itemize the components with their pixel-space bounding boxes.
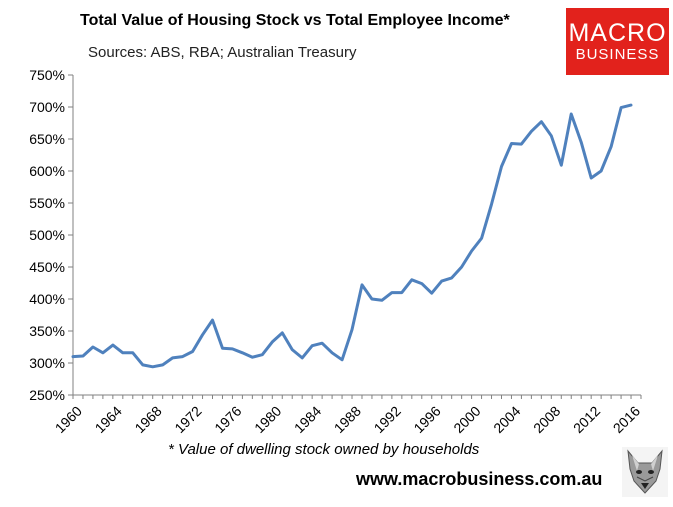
logo-line-2: BUSINESS (575, 46, 660, 63)
x-tick-label: 1992 (371, 403, 404, 436)
x-tick-label: 2000 (450, 403, 483, 436)
y-tick-label: 250% (29, 387, 65, 403)
y-tick-label: 550% (29, 195, 65, 211)
x-tick-label: 1976 (211, 403, 244, 436)
x-tick-label: 1960 (52, 403, 85, 436)
chart-axes (72, 75, 641, 396)
x-tick-label: 1996 (410, 403, 443, 436)
x-tick-label: 2008 (530, 403, 563, 436)
x-tick-label: 1980 (251, 403, 284, 436)
y-tick-label: 300% (29, 355, 65, 371)
series-line (71, 103, 633, 369)
y-tick-label: 750% (29, 67, 65, 83)
y-tick-label: 450% (29, 259, 65, 275)
y-tick-label: 650% (29, 131, 65, 147)
y-tick-label: 600% (29, 163, 65, 179)
x-tick-label: 1968 (131, 403, 164, 436)
x-axis-ticks: 1960 1964 1968 1972 1976 1980 1984 1988 1992 1996… (52, 395, 643, 436)
x-tick-label: 1972 (171, 403, 204, 436)
x-tick-label: 1964 (92, 403, 125, 436)
website-link[interactable]: www.macrobusiness.com.au (356, 469, 603, 489)
chart-title: Total Value of Housing Stock vs Total Em… (80, 12, 510, 29)
footnote: * Value of dwelling stock owned by house… (168, 441, 480, 458)
y-tick-label: 350% (29, 323, 65, 339)
macrobusiness-logo[interactable]: MACRO BUSINESS (566, 8, 669, 75)
logo-line-1: MACRO (568, 19, 667, 47)
y-tick-label: 500% (29, 227, 65, 243)
x-tick-label: 2004 (490, 403, 523, 436)
x-tick-label: 1984 (291, 403, 324, 436)
y-tick-label: 700% (29, 99, 65, 115)
wolf-icon (622, 447, 668, 497)
y-axis-ticks: 250% 300% 350% 400% 450% 500% 550% 600% 650% 700%… (29, 67, 73, 403)
y-tick-label: 400% (29, 291, 65, 307)
x-tick-label: 1988 (331, 403, 364, 436)
series-group (71, 103, 633, 369)
chart-subtitle: Sources: ABS, RBA; Australian Treasury (88, 44, 357, 61)
x-tick-label: 2016 (610, 403, 643, 436)
x-tick-label: 2012 (570, 403, 603, 436)
